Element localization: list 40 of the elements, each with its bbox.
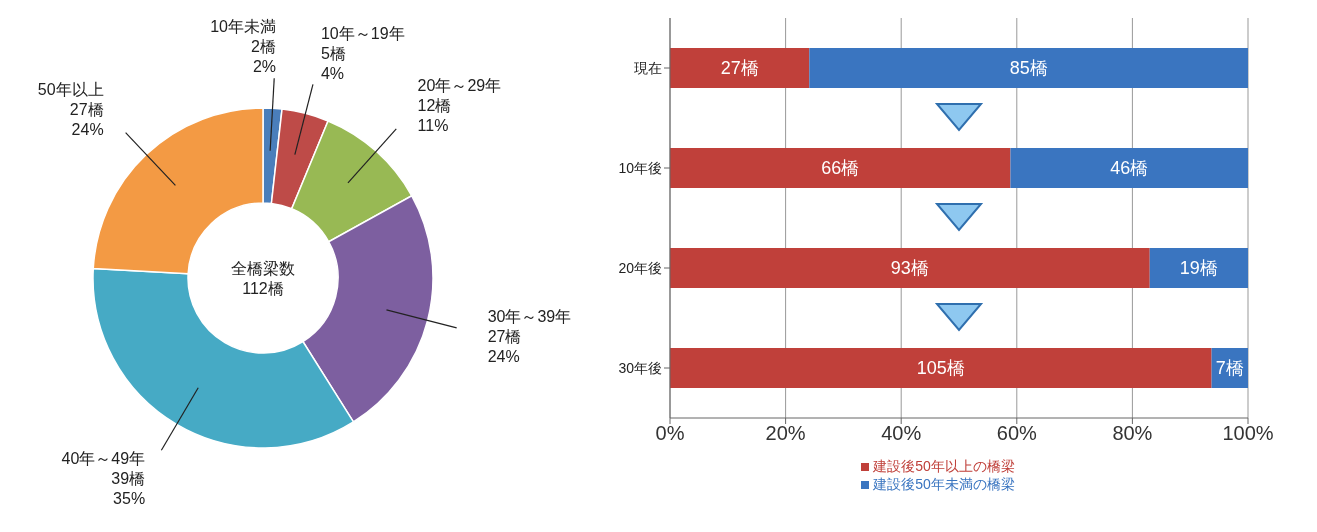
slice-label: 10年未満 — [210, 17, 277, 35]
data-label: 5橋 4% — [320, 44, 346, 82]
bar — [1010, 148, 1248, 188]
annotation: 19橋 — [1179, 258, 1218, 278]
y-tick-label: 10年後 — [618, 159, 662, 176]
x-tick-label: 0% — [655, 422, 685, 445]
slice-label: 40年～49年 — [61, 449, 146, 467]
annotation: 93橋 — [890, 258, 929, 278]
annotation: 105橋 — [916, 358, 965, 378]
y-tick-label: 30年後 — [618, 359, 662, 376]
slice-label: 10年～19年 — [320, 24, 405, 42]
annotation: 7橋 — [1215, 358, 1244, 378]
bar — [670, 48, 810, 88]
x-tick-label: 80% — [1112, 422, 1153, 445]
annotation: 46橋 — [1110, 158, 1149, 178]
bar — [670, 248, 1150, 288]
slice-label: 30年～39年 — [487, 307, 572, 325]
legend-label: 建設後50年未満の橋梁 — [873, 476, 1015, 492]
data-label: 27橋 24% — [487, 327, 522, 365]
data-label: 12橋 11% — [417, 96, 452, 134]
x-tick-label: 20% — [765, 422, 806, 445]
slice-label: 50年以上 — [37, 80, 104, 98]
x-tick-label: 60% — [996, 422, 1038, 445]
bar — [1149, 248, 1248, 288]
bar — [809, 48, 1248, 88]
bar — [670, 348, 1212, 388]
annotation: 66橋 — [821, 158, 860, 178]
y-tick-label: 20年後 — [618, 259, 662, 276]
annotation: 85橋 — [1009, 58, 1048, 78]
slice-label: 20年～29年 — [417, 76, 502, 94]
legend-label: 建設後50年以上の橋梁 — [873, 458, 1015, 474]
annotation: 27橋 — [720, 58, 759, 78]
data-label: 2橋 2% — [251, 37, 277, 75]
y-tick-label: 現在 — [634, 59, 662, 76]
data-label: 39橋 35% — [111, 469, 146, 507]
text: 全橋梁数 112橋 — [231, 259, 295, 297]
data-label: 27橋 24% — [69, 100, 104, 138]
x-tick-label: 40% — [881, 422, 922, 445]
x-tick-label: 100% — [1222, 422, 1274, 445]
bar — [670, 148, 1011, 188]
